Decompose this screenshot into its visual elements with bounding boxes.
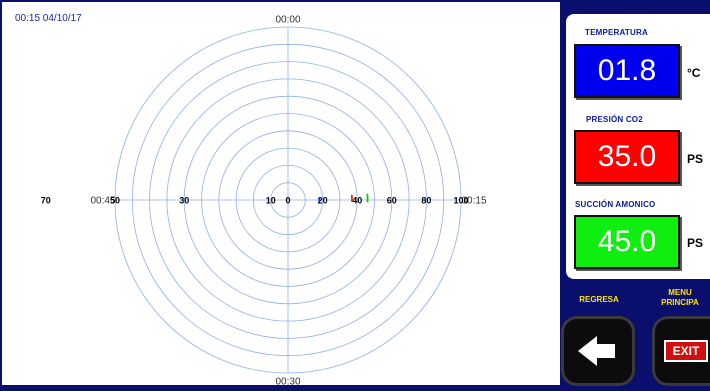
time-label-bottom: 00:30 <box>275 377 300 387</box>
succion-unit: PS <box>687 236 703 250</box>
temperatura-label: TEMPERATURA <box>585 28 648 37</box>
scale-label-right: 80 <box>421 195 431 205</box>
succion-value-box: 45.0 <box>574 215 680 269</box>
exit-button[interactable]: EXIT <box>652 316 710 386</box>
readings-panel: TEMPERATURA 01.8 °C PRESIÓN CO2 35.0 PS … <box>566 14 710 279</box>
exit-icon: EXIT <box>664 340 708 362</box>
temperatura-value-box: 01.8 <box>574 44 680 98</box>
temperatura-unit: °C <box>687 66 700 80</box>
succion-value: 45.0 <box>598 225 656 259</box>
presion-value: 35.0 <box>598 140 656 174</box>
back-label: REGRESA <box>569 295 629 305</box>
scale-label-left: 70 <box>41 195 51 205</box>
exit-label: EXIT <box>673 344 700 358</box>
scale-label-left: 50 <box>110 195 120 205</box>
back-button[interactable] <box>561 316 635 386</box>
scale-label-right: 60 <box>387 195 397 205</box>
presion-unit: PS <box>687 152 703 166</box>
scale-label-right: 0 <box>285 195 290 205</box>
arrow-left-icon <box>561 316 635 386</box>
timestamp: 00:15 04/10/17 <box>15 13 82 24</box>
scale-label-left: 30 <box>179 195 189 205</box>
succion-label: SUCCIÓN AMONICO <box>575 200 655 209</box>
time-label-top: 00:00 <box>275 15 300 26</box>
presion-label: PRESIÓN CO2 <box>586 115 643 124</box>
menu-label: MENU PRINCIPA <box>650 288 710 308</box>
scale-label-left: 10 <box>266 195 276 205</box>
scale-label-right: 40 <box>352 195 362 205</box>
temperatura-value: 01.8 <box>598 54 656 88</box>
presion-value-box: 35.0 <box>574 130 680 184</box>
scale-label-right: 100 <box>453 195 468 205</box>
